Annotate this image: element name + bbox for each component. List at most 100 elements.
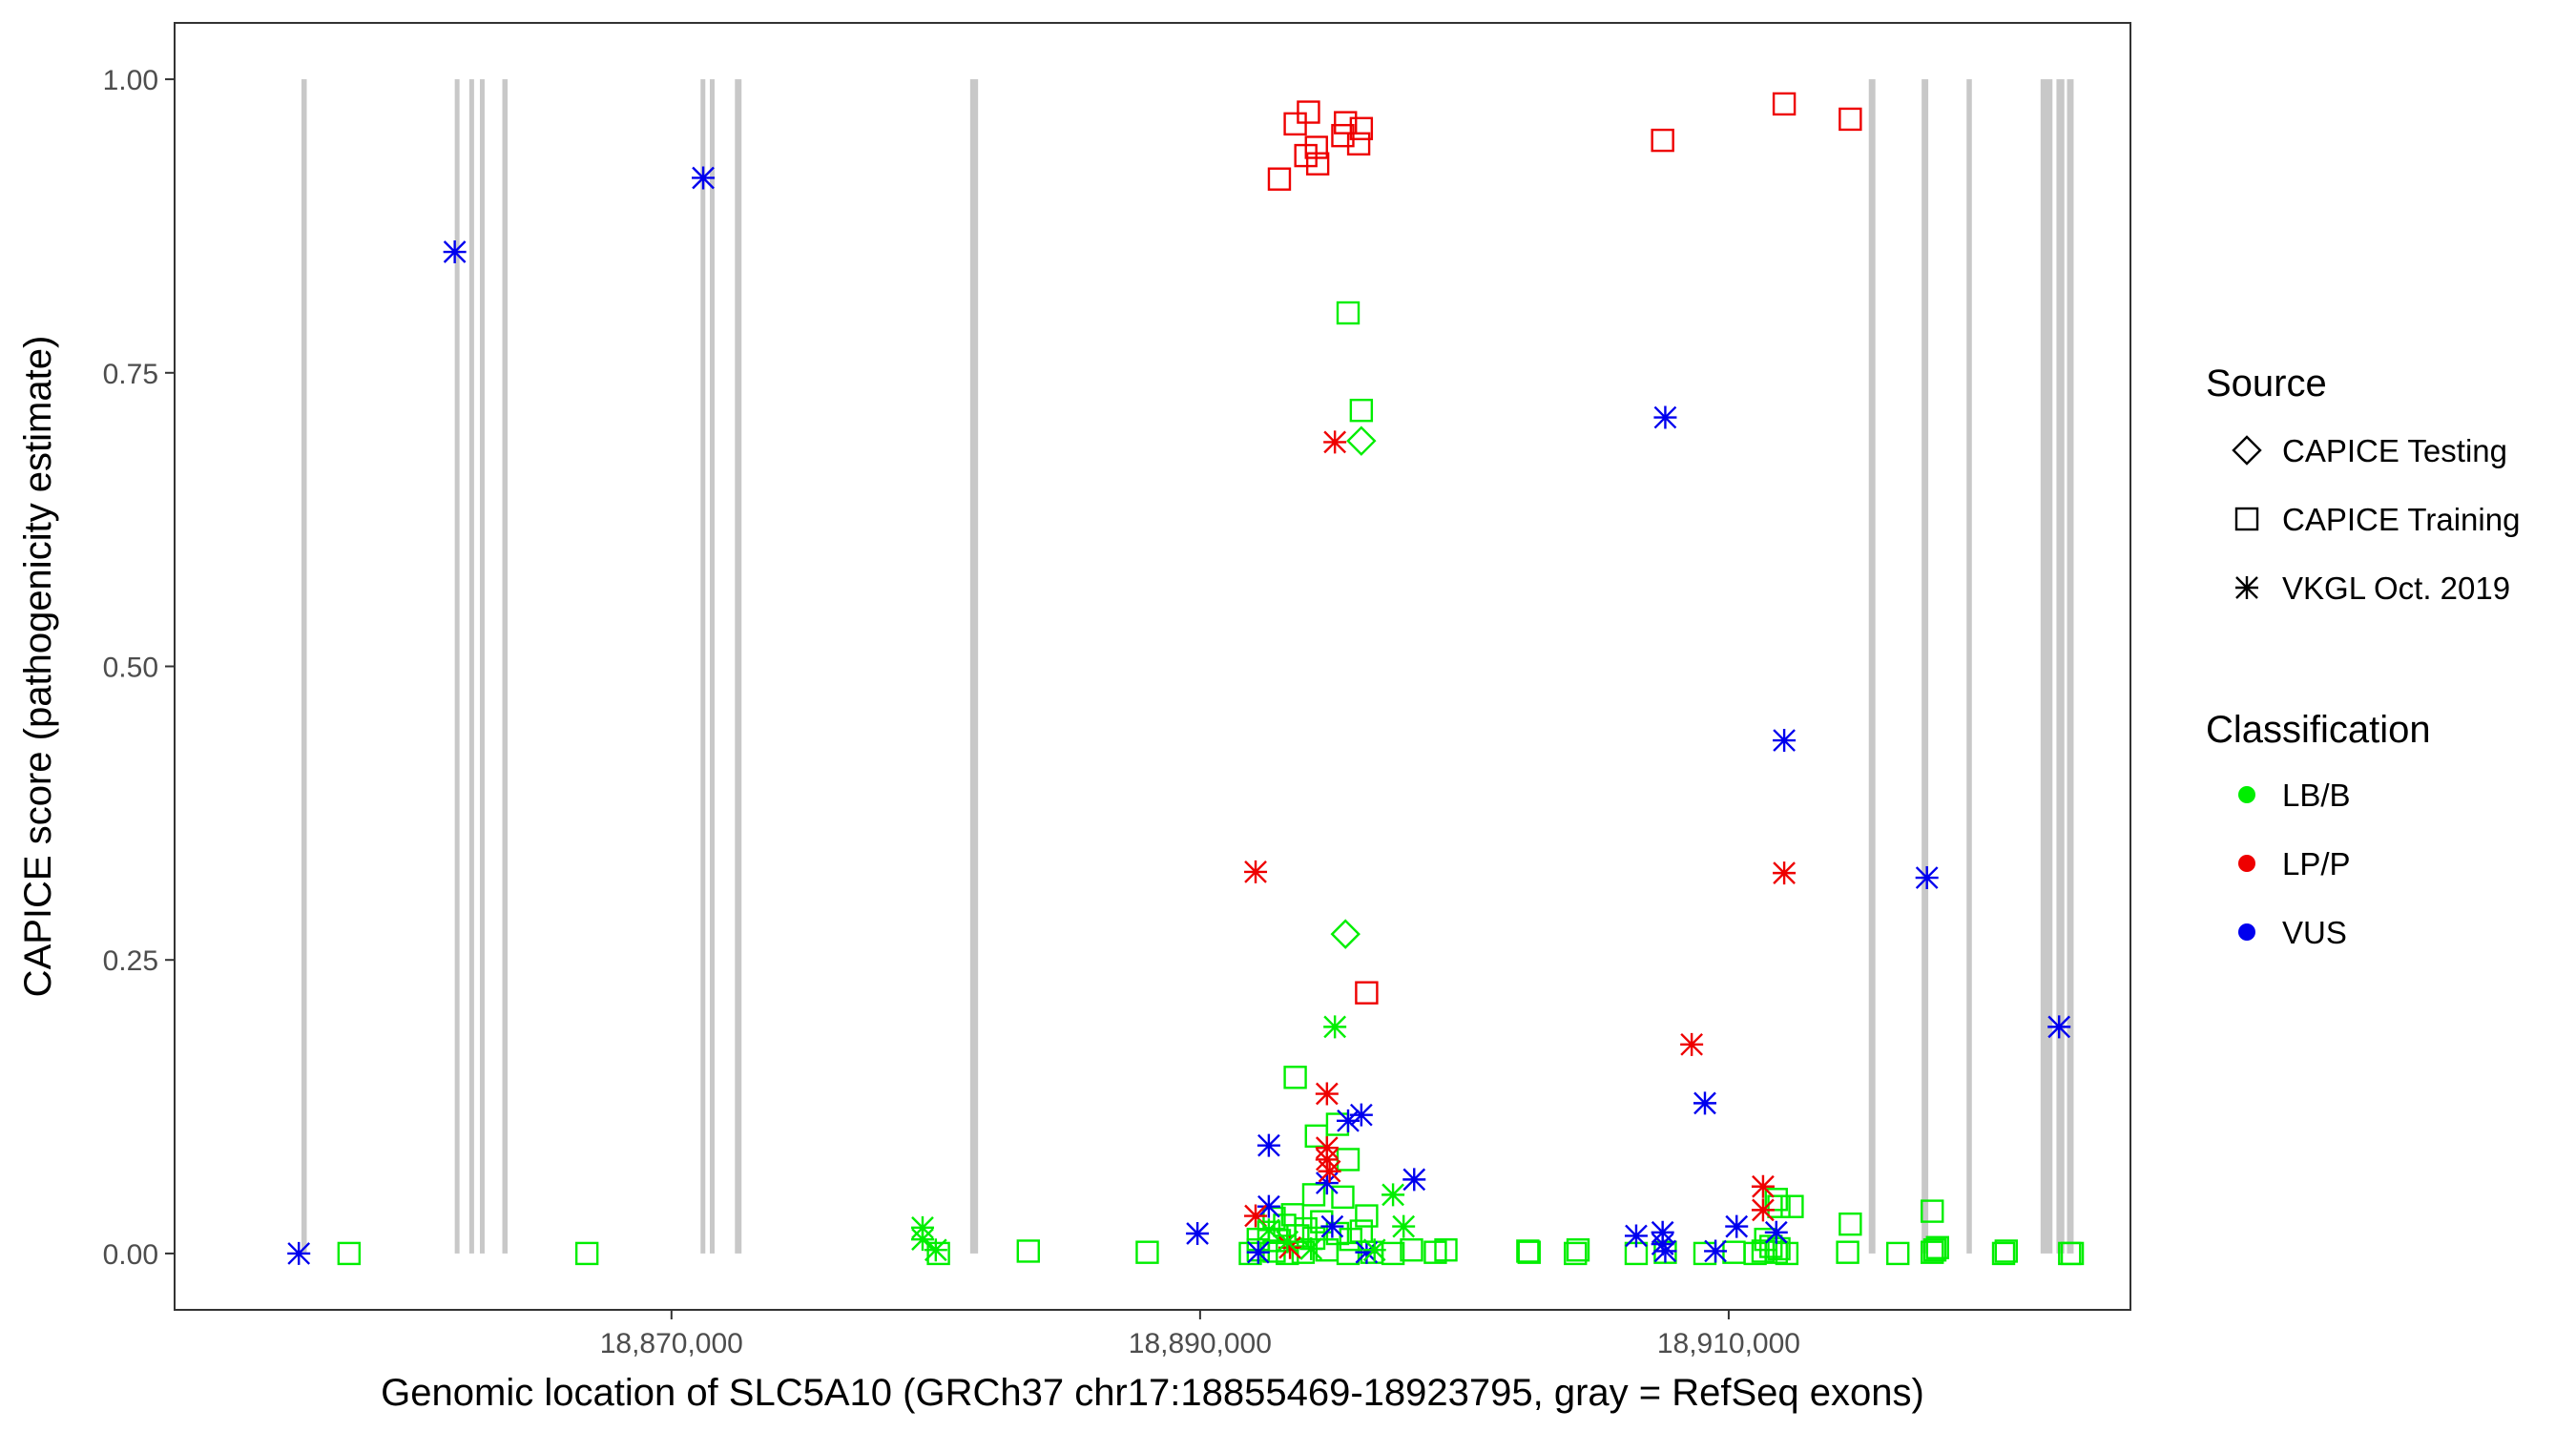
data-point <box>1315 1172 1339 1195</box>
data-point <box>1751 1239 1776 1263</box>
exon-band <box>454 79 460 1254</box>
data-point <box>910 1228 934 1252</box>
data-point <box>1624 1224 1648 1248</box>
data-point <box>1759 1234 1783 1258</box>
y-tick-label: 0.75 <box>103 359 158 390</box>
data-point <box>1305 152 1330 176</box>
data-point <box>1355 1204 1379 1228</box>
y-axis-title: CAPICE score (pathogenicity estimate) <box>17 336 59 998</box>
data-point <box>1318 1159 1341 1183</box>
exon-band <box>2040 79 2053 1254</box>
data-point <box>1921 1240 1944 1264</box>
data-point <box>1336 301 1361 325</box>
data-point <box>1402 1168 1426 1192</box>
data-point <box>1323 1015 1347 1039</box>
data-point <box>1991 1241 2016 1266</box>
legend-key-diamond <box>2232 435 2262 466</box>
data-point <box>1349 1219 1374 1243</box>
data-point <box>1751 1174 1775 1198</box>
data-point <box>1267 167 1292 191</box>
legend-label: VUS <box>2282 915 2347 950</box>
data-point <box>1751 1198 1775 1222</box>
data-point <box>1517 1240 1541 1264</box>
data-point <box>924 1238 947 1262</box>
data-point <box>1653 405 1677 429</box>
data-point <box>1349 398 1374 423</box>
data-point <box>926 1241 950 1266</box>
data-point <box>1994 1239 2018 1263</box>
exon-band <box>1922 79 1929 1254</box>
data-point <box>1772 92 1797 116</box>
data-point <box>2047 1015 2071 1039</box>
exon-band <box>1966 79 1972 1254</box>
data-point <box>1886 1241 1910 1266</box>
data-point <box>1651 1233 1674 1256</box>
data-point <box>1244 1204 1268 1228</box>
data-point <box>1280 1203 1305 1227</box>
data-point <box>1516 1239 1540 1263</box>
data-point <box>1257 1133 1280 1157</box>
exon-band <box>502 79 509 1254</box>
data-point <box>1257 1218 1280 1242</box>
data-point <box>1773 861 1797 885</box>
data-point <box>2060 1241 2085 1266</box>
data-point <box>1564 1241 1588 1266</box>
data-point <box>1764 1188 1788 1212</box>
data-point <box>1330 919 1361 949</box>
legend-key-dot <box>2238 855 2255 872</box>
data-point <box>1349 1103 1373 1127</box>
data-point <box>1346 425 1377 456</box>
y-tick-label: 0.50 <box>103 653 158 684</box>
data-point <box>1315 1136 1339 1160</box>
data-point <box>1922 1238 1947 1262</box>
data-point <box>1773 729 1797 753</box>
data-point <box>1334 111 1358 135</box>
data-point <box>1653 1239 1677 1263</box>
x-tick-label: 18,890,000 <box>1129 1328 1272 1359</box>
data-point <box>1434 1238 1458 1262</box>
data-point <box>1921 1199 1944 1223</box>
x-tick-label: 18,910,000 <box>1657 1328 1800 1359</box>
data-point <box>1244 860 1268 883</box>
legend-label: LB/B <box>2282 778 2351 813</box>
data-point <box>1246 1240 1270 1264</box>
data-point <box>1016 1239 1040 1263</box>
data-point <box>1767 1236 1791 1261</box>
data-point <box>1346 132 1371 156</box>
data-point <box>1135 1240 1159 1264</box>
data-point <box>1915 866 1939 890</box>
data-point <box>1725 1214 1749 1238</box>
y-tick-label: 0.00 <box>103 1239 158 1271</box>
legend-key-dot <box>2238 786 2255 803</box>
data-point <box>1257 1194 1280 1218</box>
legend-label: CAPICE Training <box>2282 502 2520 537</box>
data-point <box>287 1241 311 1265</box>
exon-band <box>2056 79 2065 1254</box>
data-point <box>1392 1214 1416 1238</box>
data-point <box>1331 1185 1355 1210</box>
legend-classification-title: Classification <box>2206 709 2431 751</box>
data-point <box>443 240 467 264</box>
data-point <box>1331 123 1355 148</box>
data-point <box>1349 116 1374 140</box>
data-point <box>1262 1206 1286 1231</box>
exon-band <box>735 79 742 1254</box>
data-point <box>574 1241 599 1266</box>
data-point <box>1299 1237 1323 1260</box>
legend-label: CAPICE Testing <box>2282 433 2507 468</box>
legend: Source Classification CAPICE Testing CAPI… <box>2206 363 2520 950</box>
data-point <box>1381 1183 1405 1207</box>
data-point <box>1566 1238 1590 1262</box>
data-point <box>1693 1091 1716 1115</box>
data-point <box>1297 100 1320 124</box>
legend-source-title: Source <box>2206 363 2327 404</box>
data-point <box>1320 1214 1344 1238</box>
data-point <box>1186 1222 1210 1245</box>
data-point <box>1315 1082 1339 1106</box>
exon-band <box>301 79 307 1254</box>
data-points <box>287 92 2085 1266</box>
data-point <box>1283 1066 1307 1089</box>
data-point <box>1767 1194 1791 1218</box>
data-point <box>1680 1032 1704 1056</box>
